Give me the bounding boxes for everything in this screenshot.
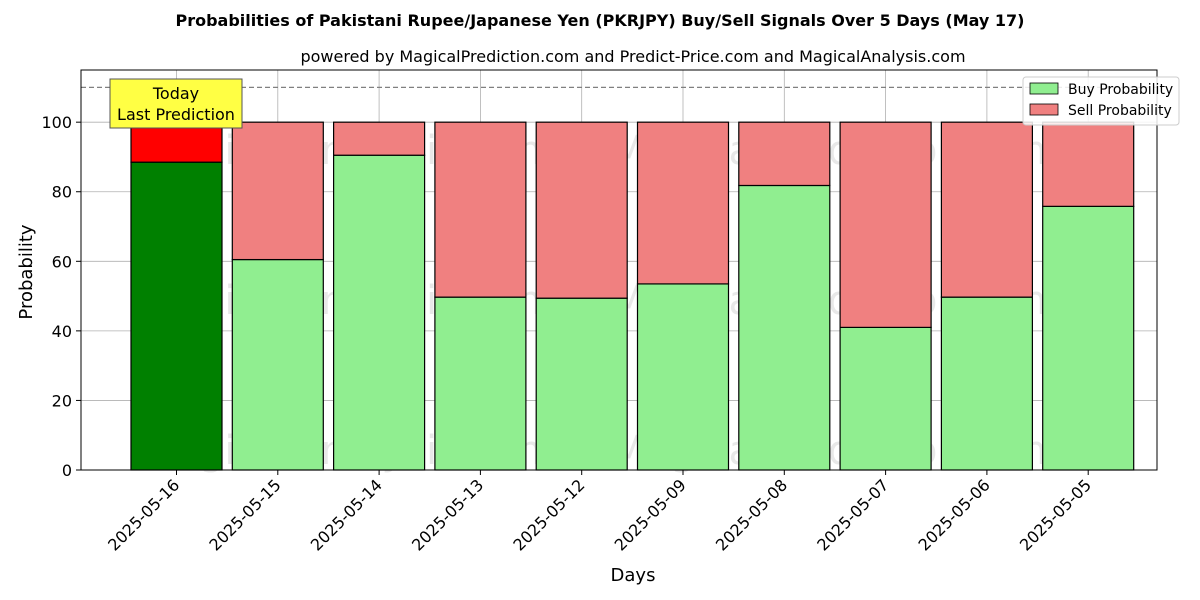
annotation-line-1: Today [152, 84, 199, 103]
plot-frame [80, 69, 1158, 471]
y-axis: 0 20 40 60 80 100 [41, 113, 81, 480]
legend-sell-label: Sell Probability [1068, 103, 1172, 119]
bar-buy-2025-05-12 [535, 297, 628, 471]
bar-buy-2025-05-06 [940, 296, 1034, 471]
x-tick-label-8: 2025-05-06 [915, 475, 994, 554]
bar-buy-2025-05-16 [130, 161, 223, 471]
bar-sell-2025-05-16 [130, 121, 223, 163]
x-axis-label: Days [611, 565, 656, 586]
bar-sell-2025-05-13 [434, 121, 527, 298]
bar-sell-2025-05-05 [1042, 121, 1135, 207]
bar-sell-2025-05-14 [333, 121, 426, 156]
bar-sell-2025-05-12 [535, 121, 628, 299]
y-tick-label-4: 80 [52, 183, 72, 202]
y-tick-label-5: 100 [41, 113, 72, 132]
bar-sell-2025-05-15 [231, 121, 324, 261]
bar-buy-2025-05-07 [839, 326, 932, 471]
legend-frame [1022, 76, 1180, 126]
x-tick-label-2: 2025-05-14 [307, 475, 386, 554]
y-tick-label-1: 20 [52, 391, 72, 410]
x-tick-label-6: 2025-05-08 [712, 475, 791, 554]
bar-buy-2025-05-05 [1042, 205, 1135, 471]
legend: Buy Probability Sell Probability [1022, 76, 1180, 126]
y-tick-label-2: 40 [52, 322, 72, 341]
bar-buy-2025-05-14 [333, 154, 426, 471]
chart-title: Probabilities of Pakistani Rupee/Japanes… [175, 11, 1024, 30]
bar-buy-2025-05-15 [231, 258, 324, 471]
x-tick-label-0: 2025-05-16 [104, 475, 183, 554]
bars [130, 121, 1135, 471]
x-tick-label-1: 2025-05-15 [205, 475, 284, 554]
bar-buy-2025-05-08 [738, 184, 831, 471]
today-annotation: Today Last Prediction [109, 78, 243, 129]
annotation-box [109, 78, 243, 129]
y-axis-label: Probability [16, 224, 37, 319]
x-tick-label-4: 2025-05-12 [509, 475, 588, 554]
chart-subtitle: powered by MagicalPrediction.com and Pre… [300, 47, 965, 66]
x-tick-label-7: 2025-05-07 [813, 475, 892, 554]
x-tick-label-9: 2025-05-05 [1016, 475, 1095, 554]
bar-sell-2025-05-06 [940, 121, 1034, 298]
bar-buy-2025-05-13 [434, 296, 527, 471]
bar-sell-2025-05-09 [636, 121, 730, 285]
annotation-line-2: Last Prediction [117, 105, 235, 124]
x-tick-label-5: 2025-05-09 [611, 475, 690, 554]
legend-sell-swatch [1029, 103, 1059, 116]
bar-sell-2025-05-07 [839, 121, 932, 328]
legend-buy-label: Buy Probability [1068, 82, 1173, 98]
bar-sell-2025-05-08 [738, 121, 831, 187]
x-tick-label-3: 2025-05-13 [408, 475, 487, 554]
bar-buy-2025-05-09 [636, 283, 730, 471]
y-tick-label-3: 60 [52, 252, 72, 271]
legend-buy-swatch [1029, 82, 1059, 95]
y-tick-label-0: 0 [62, 461, 72, 480]
x-axis: 2025-05-16 2025-05-15 2025-05-14 2025-05-13… [104, 470, 1095, 555]
